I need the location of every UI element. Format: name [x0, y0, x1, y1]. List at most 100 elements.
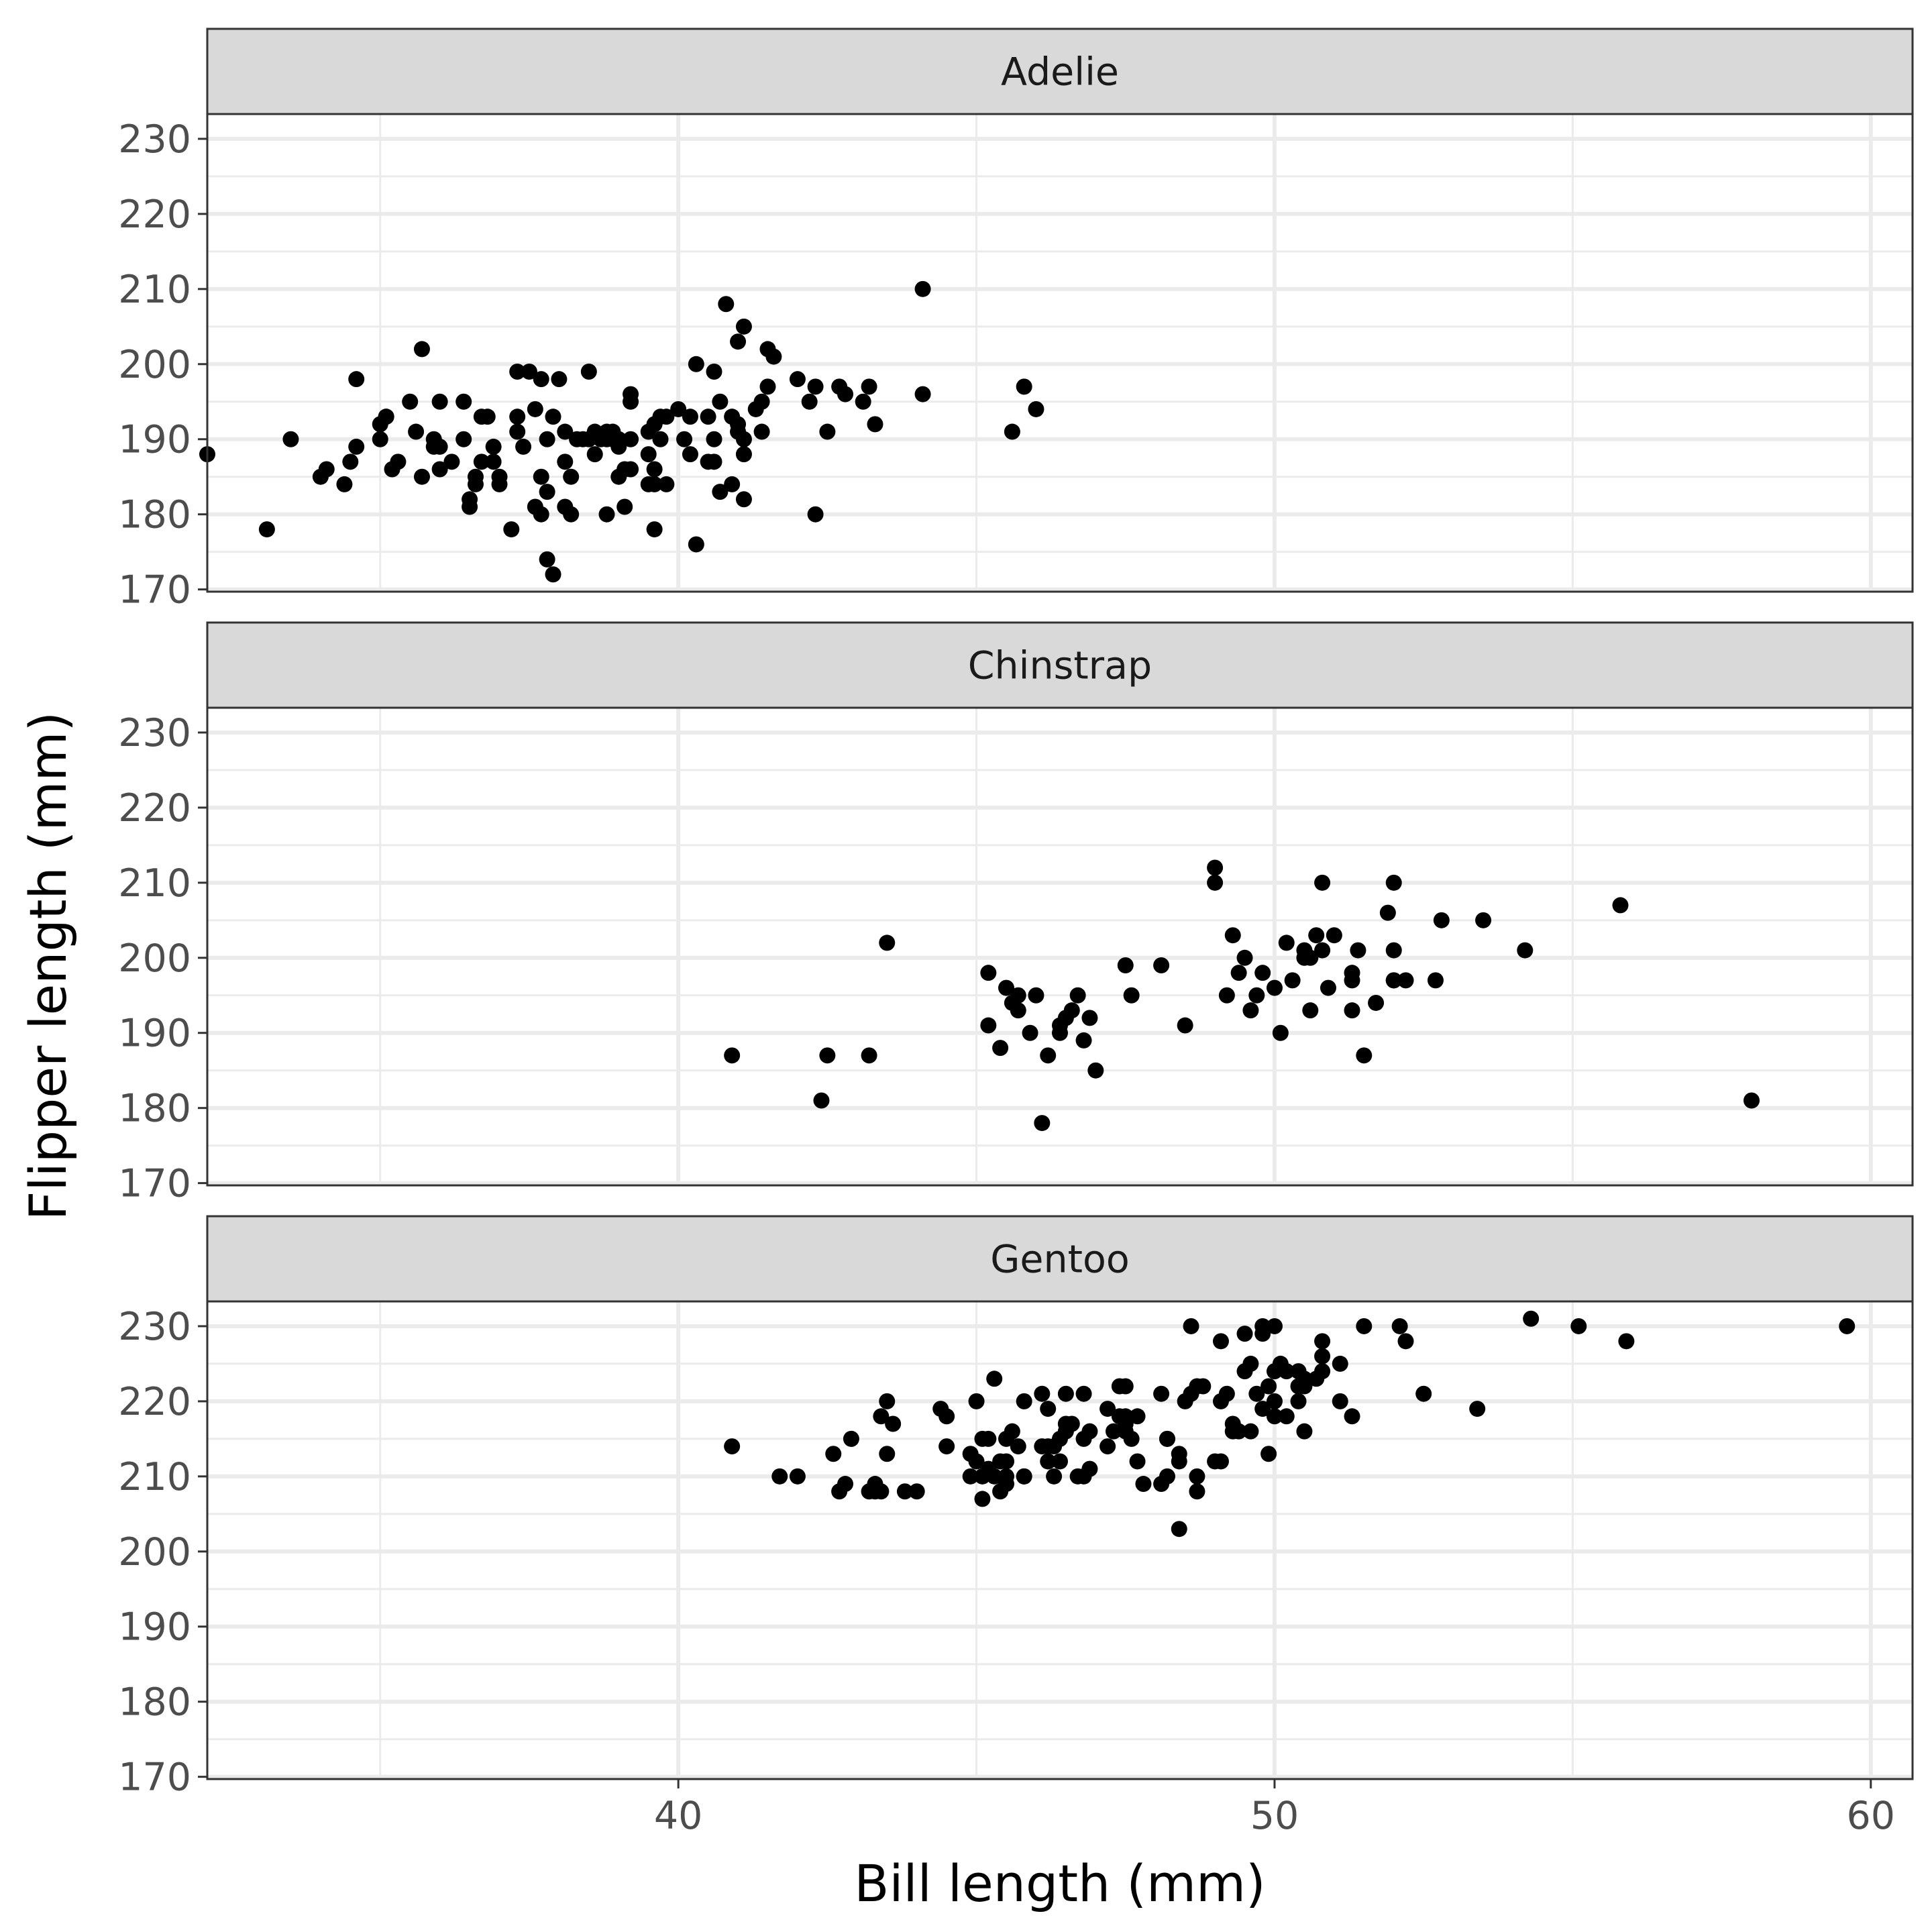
- data-point: [462, 498, 478, 515]
- y-axis-title: Flipper length (mm): [18, 712, 78, 1220]
- data-point: [1010, 987, 1026, 1004]
- data-point: [1129, 1453, 1146, 1470]
- data-point: [509, 363, 526, 380]
- data-point: [735, 318, 752, 335]
- data-point: [789, 371, 806, 388]
- data-point: [473, 453, 490, 470]
- data-point: [1284, 972, 1301, 989]
- data-point: [1254, 1318, 1271, 1334]
- data-point: [1368, 994, 1385, 1011]
- data-point: [712, 393, 729, 410]
- data-point: [974, 1491, 991, 1507]
- x-tick-label: 40: [654, 1794, 703, 1838]
- data-point: [658, 409, 675, 425]
- data-point: [1570, 1318, 1587, 1334]
- data-point: [646, 521, 663, 538]
- data-point: [724, 409, 741, 425]
- data-point: [467, 468, 484, 485]
- data-point: [735, 491, 752, 508]
- data-point: [1356, 1318, 1373, 1334]
- data-point: [652, 431, 669, 447]
- data-point: [712, 484, 729, 500]
- data-point: [640, 446, 657, 463]
- data-point: [1612, 897, 1629, 914]
- data-point: [771, 1468, 788, 1485]
- data-point: [1075, 1032, 1092, 1049]
- data-point: [1218, 1385, 1235, 1402]
- data-point: [539, 431, 555, 447]
- data-point: [431, 393, 448, 410]
- data-point: [372, 416, 388, 433]
- data-point: [1153, 1385, 1170, 1402]
- panel-background: [207, 1301, 1913, 1779]
- data-point: [336, 476, 353, 492]
- data-point: [789, 1468, 806, 1485]
- data-point: [825, 1446, 842, 1462]
- data-point: [1081, 1010, 1098, 1026]
- data-point: [539, 484, 555, 500]
- data-point: [1475, 912, 1492, 928]
- y-tick-label: 220: [118, 1380, 191, 1424]
- y-tick-label: 220: [118, 193, 191, 237]
- data-point: [1385, 874, 1402, 891]
- data-point: [1332, 1355, 1348, 1372]
- data-point: [1278, 1408, 1295, 1425]
- data-point: [485, 453, 502, 470]
- data-point: [1123, 987, 1140, 1004]
- data-point: [658, 476, 675, 492]
- data-point: [718, 296, 735, 313]
- data-point: [724, 476, 741, 492]
- data-point: [1743, 1092, 1760, 1109]
- y-tick-label: 220: [118, 786, 191, 830]
- data-point: [1350, 942, 1366, 959]
- facet-panel-adelie: Adelie 170 180 190 200 210 220 230: [118, 28, 1914, 612]
- data-point: [1242, 1423, 1259, 1440]
- data-point: [1040, 1453, 1057, 1470]
- data-point: [1081, 1460, 1098, 1477]
- x-tick-label: 60: [1847, 1794, 1896, 1838]
- data-point: [1016, 1393, 1032, 1409]
- data-point: [1183, 1385, 1199, 1402]
- data-point: [938, 1408, 955, 1425]
- data-point: [688, 356, 704, 372]
- data-point: [1302, 1002, 1319, 1019]
- data-point: [747, 400, 764, 417]
- data-point: [992, 1040, 1009, 1057]
- y-tick-label: 180: [118, 493, 191, 537]
- facet-strip-label: Gentoo: [990, 1238, 1129, 1282]
- data-point: [1052, 1453, 1068, 1470]
- facet-strip: [206, 28, 1914, 115]
- y-tick-label: 230: [118, 711, 191, 755]
- data-point: [1320, 979, 1336, 996]
- data-point: [1302, 949, 1319, 966]
- data-point: [968, 1393, 985, 1409]
- data-point: [759, 378, 776, 395]
- data-point: [491, 476, 508, 492]
- data-point: [413, 468, 430, 485]
- data-point: [879, 1393, 896, 1409]
- data-point: [1236, 949, 1253, 966]
- data-point: [998, 979, 1015, 996]
- data-point: [1314, 1363, 1331, 1380]
- data-point: [807, 378, 824, 395]
- y-tick-label: 200: [118, 1530, 191, 1574]
- data-point: [455, 393, 472, 410]
- data-point: [580, 363, 597, 380]
- data-point: [1218, 987, 1235, 1004]
- data-point: [1040, 1047, 1057, 1064]
- data-point: [1266, 1393, 1283, 1409]
- y-tick-label: 230: [118, 1305, 191, 1349]
- data-point: [557, 423, 574, 440]
- data-point: [855, 393, 871, 410]
- data-point: [1153, 957, 1170, 973]
- data-point: [509, 409, 526, 425]
- data-point: [1212, 1333, 1229, 1350]
- data-point: [1272, 1024, 1289, 1041]
- data-point: [1189, 1468, 1205, 1485]
- data-point: [1028, 400, 1044, 417]
- data-point: [861, 378, 877, 395]
- data-point: [837, 1476, 854, 1493]
- data-point: [1087, 1062, 1104, 1079]
- data-point: [1254, 1401, 1271, 1417]
